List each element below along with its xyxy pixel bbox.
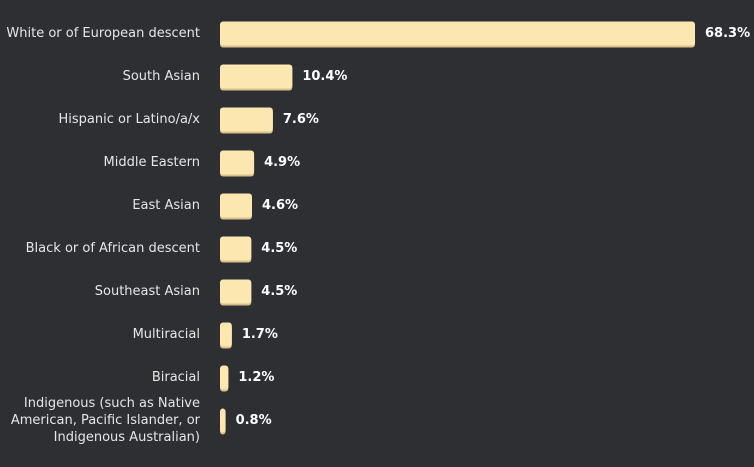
category-label: Hispanic or Latino/a/x: [59, 112, 201, 127]
value-label: 4.5%: [261, 284, 297, 299]
bar: [220, 279, 252, 304]
bar-row: Black or of African descent 4.5%: [26, 236, 297, 263]
category-label: Southeast Asian: [95, 284, 200, 299]
bar: [220, 408, 226, 433]
category-label: Multiracial: [133, 327, 200, 342]
value-label: 4.6%: [262, 198, 298, 213]
value-label: 68.3%: [705, 26, 750, 41]
bar-row: Southeast Asian 4.5%: [95, 279, 297, 306]
bar-row: Indigenous (such as Native American, Paci…: [11, 396, 272, 445]
value-label: 0.8%: [236, 413, 272, 428]
category-label: East Asian: [132, 198, 200, 213]
bar-row: Hispanic or Latino/a/x 7.6%: [59, 107, 319, 134]
bar: [220, 322, 232, 347]
value-label: 1.2%: [238, 370, 274, 385]
value-label: 7.6%: [283, 112, 319, 127]
category-label: Black or of African descent: [26, 241, 200, 256]
bar: [220, 365, 229, 390]
category-label: Indigenous (such as Native American, Paci…: [11, 396, 201, 445]
bar: [220, 236, 252, 261]
category-label: Biracial: [152, 370, 200, 385]
bar: [220, 193, 252, 218]
value-label: 4.9%: [264, 155, 300, 170]
category-label: White or of European descent: [6, 26, 200, 41]
bar: [220, 21, 695, 46]
bar-row: East Asian 4.6%: [132, 193, 298, 220]
bar-row: Middle Eastern 4.9%: [104, 150, 300, 177]
bar: [220, 64, 293, 89]
bar-row: South Asian 10.4%: [123, 64, 347, 91]
category-label: South Asian: [123, 69, 200, 84]
value-label: 10.4%: [302, 69, 347, 84]
value-label: 1.7%: [242, 327, 278, 342]
bar: [220, 107, 273, 132]
bar-row: White or of European descent 68.3%: [6, 21, 750, 48]
category-label: Middle Eastern: [104, 155, 200, 170]
value-label: 4.5%: [261, 241, 297, 256]
bar-row: Biracial 1.2%: [152, 365, 274, 392]
bar: [220, 150, 255, 175]
bar-row: Multiracial 1.7%: [133, 322, 278, 349]
